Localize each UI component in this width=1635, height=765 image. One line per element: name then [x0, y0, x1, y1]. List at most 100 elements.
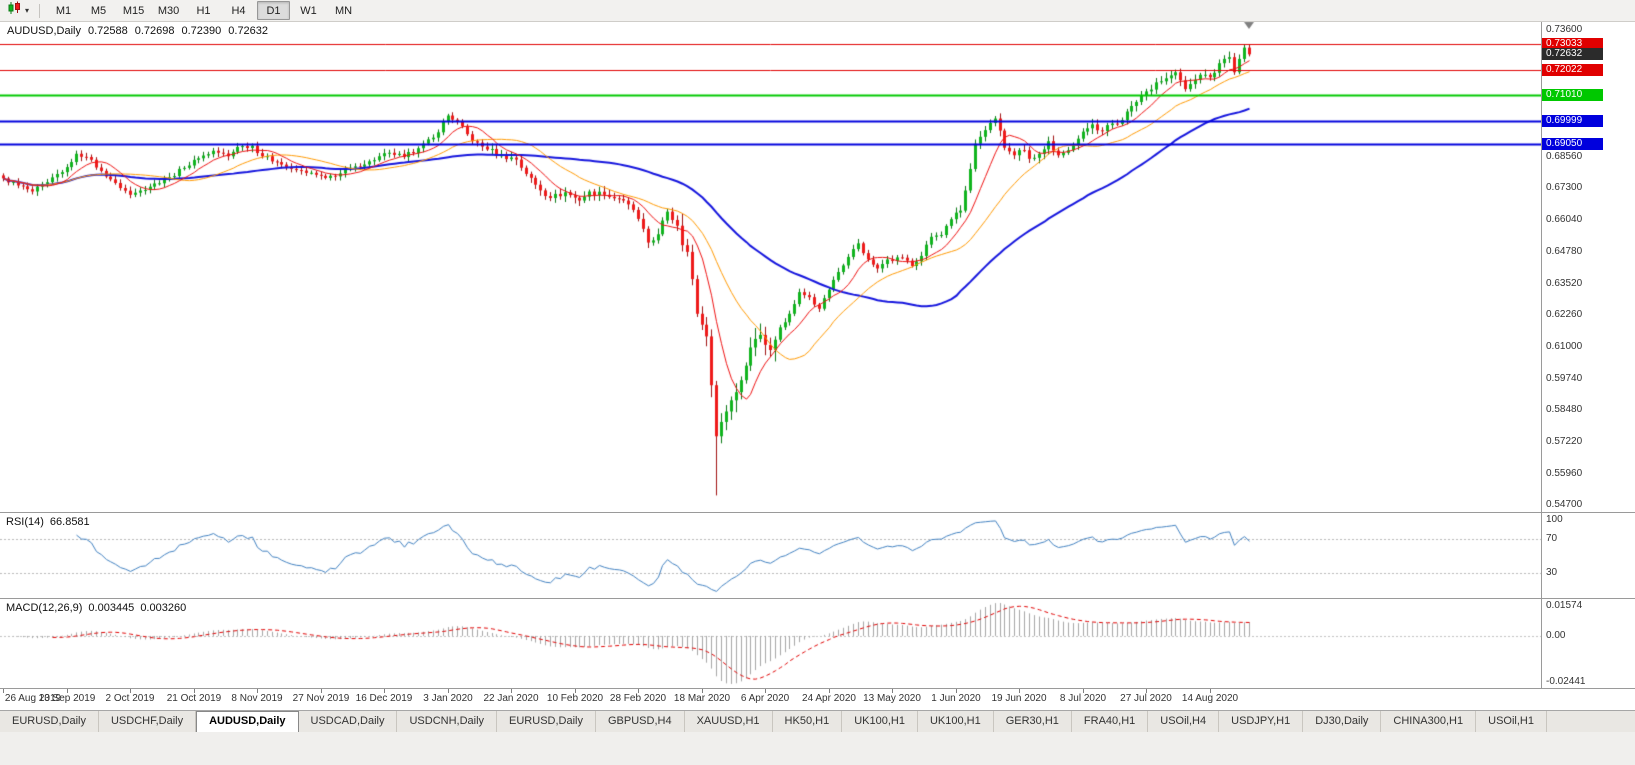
chart-tab-uk100-h1[interactable]: UK100,H1: [842, 711, 918, 733]
chart-tab-usdchf-daily[interactable]: USDCHF,Daily: [99, 711, 197, 733]
time-axis-label: 24 Apr 2020: [802, 693, 856, 704]
timeframe-button-d1[interactable]: D1: [257, 1, 291, 20]
chart-symbol-period: AUDUSD,Daily: [7, 25, 81, 37]
rsi-label: RSI(14): [6, 516, 44, 528]
macd-label: MACD(12,26,9): [6, 602, 83, 614]
time-axis-tick: [130, 689, 131, 693]
chart-tab-hk50-h1[interactable]: HK50,H1: [773, 711, 843, 733]
pane-splitter[interactable]: [0, 688, 1635, 689]
time-axis-tick: [956, 689, 957, 693]
pane-splitter[interactable]: [0, 512, 1635, 513]
chart-type-button[interactable]: [5, 1, 24, 20]
macd-axis-label: 0.01574: [1546, 600, 1583, 611]
timeframe-button-m1[interactable]: M1: [55, 4, 72, 17]
chart-tab-usdcnh-daily[interactable]: USDCNH,Daily: [397, 711, 498, 733]
pane-splitter[interactable]: [0, 598, 1635, 599]
timeframe-button-m15[interactable]: M15: [122, 4, 145, 17]
timeframe-button-group: M1 M5 M15 M30 H1 H4 D1 W1 MN: [46, 1, 361, 20]
chart-tab-eurusd-daily[interactable]: EURUSD,Daily: [497, 711, 596, 733]
time-axis-label: 21 Oct 2019: [166, 693, 222, 704]
price-chart-canvas[interactable]: [0, 21, 1541, 512]
macd-axis-label: -0.02441: [1546, 676, 1586, 687]
chart-tab-fra40-h1[interactable]: FRA40,H1: [1072, 711, 1149, 733]
time-axis-tick: [448, 689, 449, 693]
chart-tab-eurusd-daily[interactable]: EURUSD,Daily: [0, 711, 99, 733]
price-level-badge: 0.69050: [1542, 138, 1603, 151]
time-axis-tick: [1083, 689, 1084, 693]
macd-main-value: 0.003445: [88, 602, 135, 614]
rsi-value: 66.8581: [49, 516, 90, 528]
macd-indicator-canvas[interactable]: [0, 599, 1541, 688]
price-axis-tick: 0.58480: [1546, 404, 1583, 416]
macd-header: MACD(12,26,9) 0.003445 0.003260: [6, 602, 186, 614]
chart-ohlc-header: AUDUSD,Daily 0.72588 0.72698 0.72390 0.7…: [7, 25, 268, 37]
time-axis-tick: [638, 689, 639, 693]
chart-type-dropdown-icon[interactable]: ▾: [25, 5, 30, 15]
price-level-badge: 0.69999: [1542, 114, 1603, 127]
time-axis-tick: [511, 689, 512, 693]
price-axis[interactable]: [1542, 21, 1635, 689]
price-axis-tick: 0.59740: [1546, 372, 1583, 384]
chart-tab-usdcad-daily[interactable]: USDCAD,Daily: [299, 711, 398, 733]
ohlc-open: 0.72588: [87, 25, 128, 37]
chart-tab-gbpusd-h4[interactable]: GBPUSD,H4: [596, 711, 685, 733]
timeframe-button-h4[interactable]: H4: [231, 4, 246, 17]
price-level-badge: 0.72022: [1542, 63, 1603, 76]
time-axis-label: 27 Nov 2019: [292, 693, 350, 704]
time-axis-tick: [765, 689, 766, 693]
timeframe-button-m5[interactable]: M5: [90, 4, 107, 17]
chart-tab-usoil-h1[interactable]: USOil,H1: [1476, 711, 1547, 733]
time-axis-label: 6 Apr 2020: [740, 693, 790, 704]
chart-tab-uk100-h1[interactable]: UK100,H1: [918, 711, 994, 733]
price-axis-tick: 0.55960: [1546, 467, 1583, 479]
chart-tabs-bar: EURUSD,Daily USDCHF,Daily AUDUSD,Daily USDC…: [0, 710, 1635, 733]
chart-tab-usdjpy-h1[interactable]: USDJPY,H1: [1219, 711, 1304, 733]
price-axis-tick: 0.64780: [1546, 245, 1583, 257]
price-axis-tick: 0.62260: [1546, 309, 1583, 321]
price-axis-tick: 0.54700: [1546, 499, 1583, 511]
price-axis-separator: [1541, 21, 1542, 689]
chart-tab-audusd-daily[interactable]: AUDUSD,Daily: [196, 711, 299, 733]
rsi-header: RSI(14) 66.8581: [6, 516, 90, 528]
time-axis-tick: [892, 689, 893, 693]
time-axis-tick: [702, 689, 703, 693]
time-axis-tick: [575, 689, 576, 693]
rsi-indicator-canvas[interactable]: [0, 513, 1541, 598]
price-axis-tick: 0.63520: [1546, 277, 1583, 289]
time-axis-label: 8 Jul 2020: [1059, 693, 1107, 704]
time-axis-label: 27 Jul 2020: [1120, 693, 1172, 704]
rsi-axis-label: 100: [1546, 514, 1563, 525]
chart-tab-dj30-daily[interactable]: DJ30,Daily: [1303, 711, 1382, 733]
timeframe-button-mn[interactable]: MN: [334, 4, 353, 17]
price-axis-tick: 0.57220: [1546, 436, 1583, 448]
time-axis-tick: [384, 689, 385, 693]
timeframe-button-w1[interactable]: W1: [300, 4, 317, 17]
macd-axis-label: 0.00: [1546, 629, 1566, 641]
rsi-axis-label: 30: [1546, 566, 1558, 578]
price-level-badge: 0.71010: [1542, 89, 1603, 102]
time-axis-label: 1 Jun 2020: [931, 693, 981, 704]
time-axis-label: 10 Feb 2020: [546, 693, 604, 704]
chart-tab-ger30-h1[interactable]: GER30,H1: [994, 711, 1072, 733]
price-axis-tick: 0.67300: [1546, 182, 1583, 194]
time-axis-tick: [257, 689, 258, 693]
price-axis-tick: 0.66040: [1546, 214, 1583, 226]
time-axis-tick: [829, 689, 830, 693]
time-axis-label: 19 Jun 2020: [991, 693, 1047, 704]
time-axis[interactable]: [0, 689, 1541, 710]
price-axis-tick: 0.61000: [1546, 340, 1583, 352]
timeframe-button-h1[interactable]: H1: [196, 4, 211, 17]
time-axis-tick: [1210, 689, 1211, 693]
chart-tab-china300-h1[interactable]: CHINA300,H1: [1381, 711, 1477, 733]
time-axis-label: 16 Dec 2019: [355, 693, 413, 704]
time-axis-label: 2 Oct 2019: [105, 693, 155, 704]
chart-tab-xauusd-h1[interactable]: XAUUSD,H1: [685, 711, 773, 733]
toolbar: ▾ M1 M5 M15 M30 H1 H4 D1 W1 MN: [0, 0, 1635, 22]
time-axis-label: 28 Feb 2020: [609, 693, 667, 704]
timeframe-button-m30[interactable]: M30: [157, 4, 180, 17]
time-axis-label: 13 Sep 2019: [38, 693, 96, 704]
status-strip: [0, 732, 1635, 765]
chart-tab-usoil-h4[interactable]: USOil,H4: [1148, 711, 1220, 733]
candlestick-chart-icon: [7, 1, 22, 20]
